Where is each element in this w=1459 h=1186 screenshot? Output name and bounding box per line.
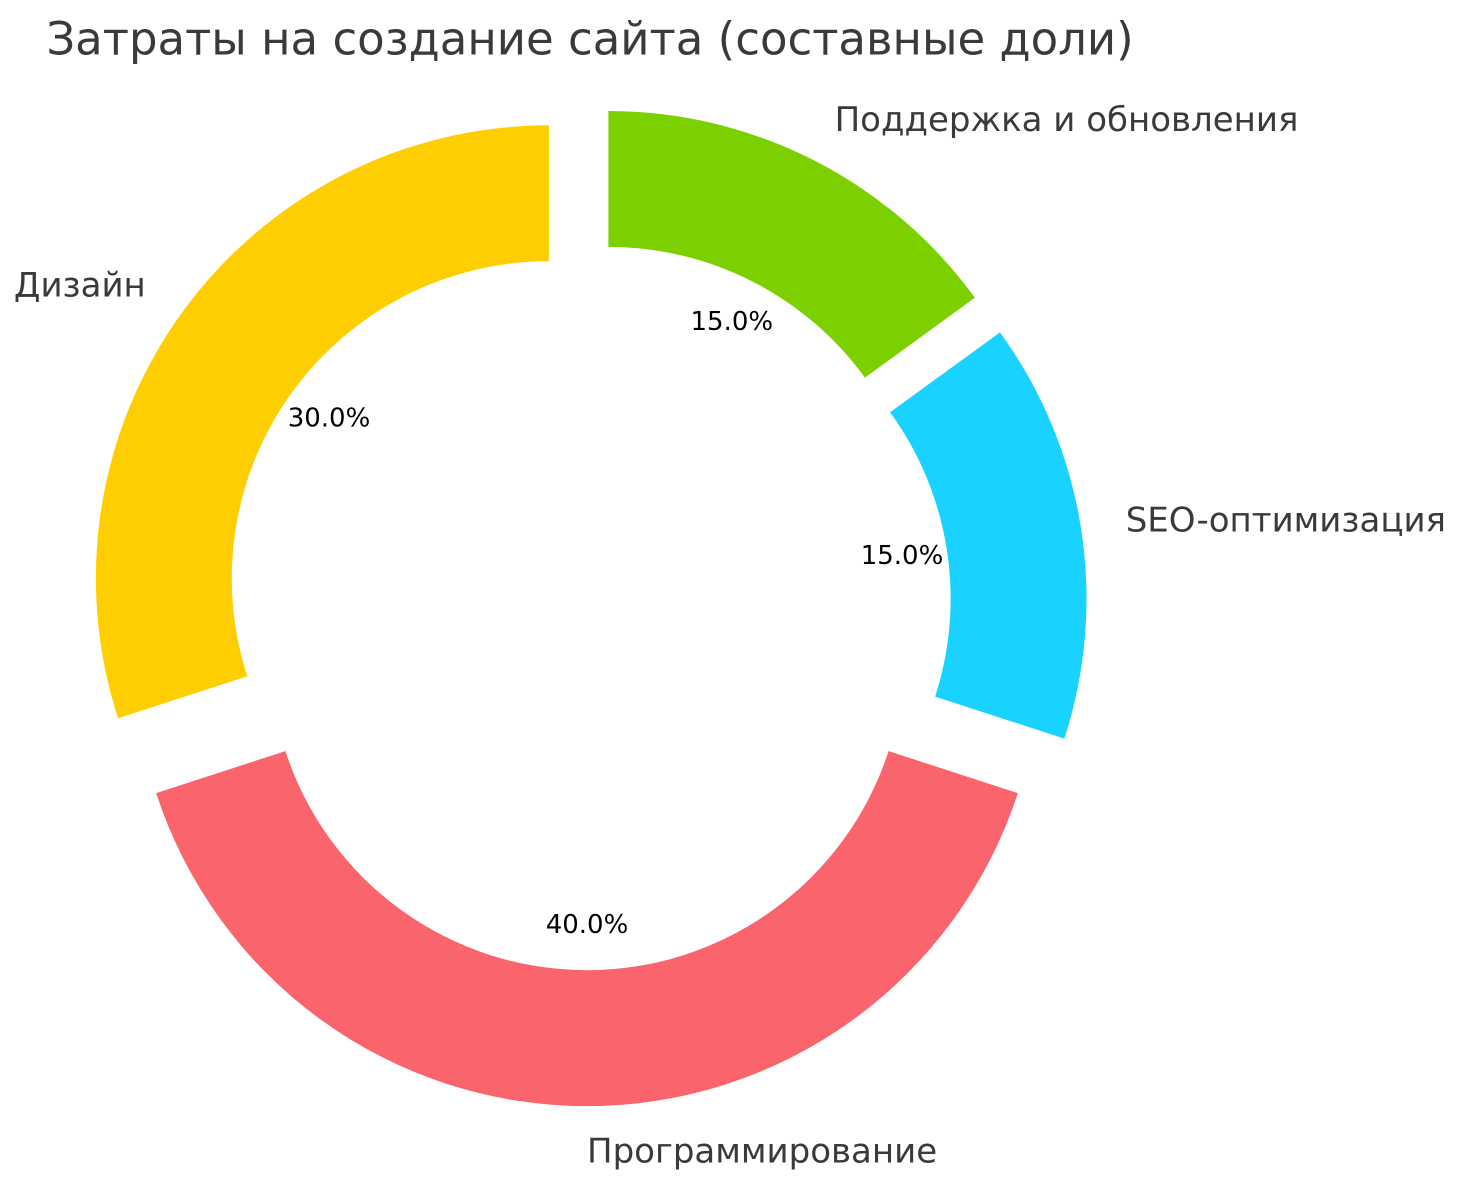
slice-label-design: Дизайн — [14, 265, 146, 305]
slice-label-seo-optimization: SEO-оптимизация — [1126, 501, 1446, 541]
pie-slice-seo-optimization — [890, 332, 1087, 739]
pie-slice-support-and-updates — [608, 111, 975, 378]
pct-label-design: 30.0% — [288, 404, 371, 434]
pct-label-support-and-updates: 15.0% — [690, 307, 773, 337]
pct-label-programming: 40.0% — [546, 910, 629, 940]
pie-slice-programming — [156, 751, 1018, 1107]
slice-label-programming: Программирование — [587, 1131, 937, 1171]
pct-label-seo-optimization: 15.0% — [861, 541, 944, 571]
chart-title: Затраты на создание сайта (составные дол… — [46, 13, 1133, 66]
slice-label-support-and-updates: Поддержка и обновления — [835, 100, 1299, 140]
pie-slice-design — [95, 125, 549, 719]
